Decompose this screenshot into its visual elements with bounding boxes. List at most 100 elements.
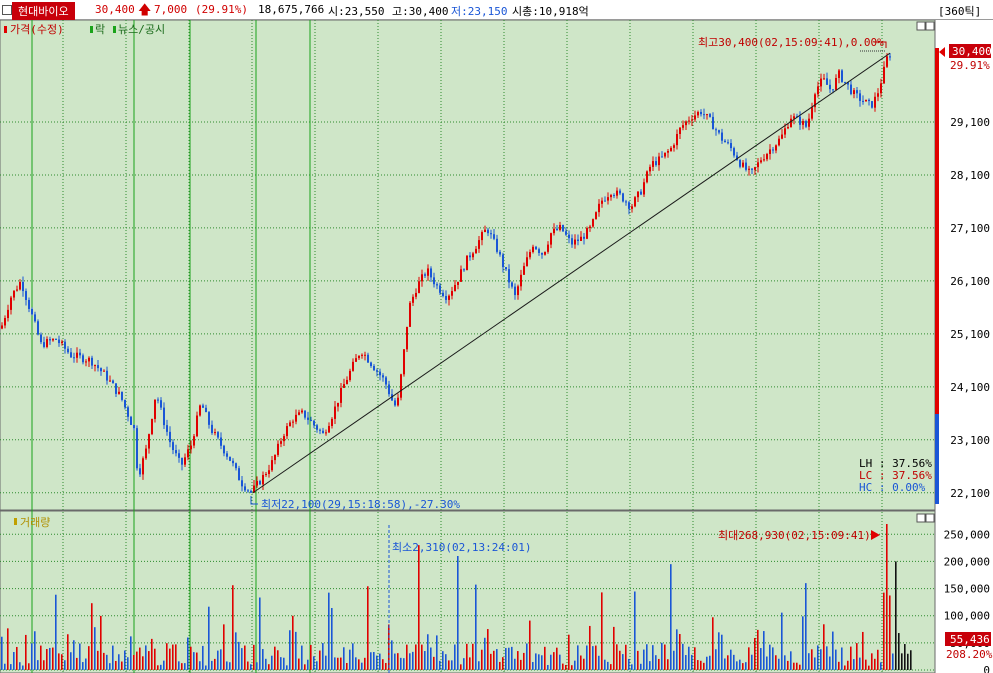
volume-bar	[361, 662, 363, 670]
volume-bar	[16, 646, 18, 670]
volume-total: 18,675,766	[258, 3, 325, 16]
volume-bar	[742, 663, 744, 670]
candle-body	[658, 156, 660, 166]
volume-bar	[181, 663, 183, 670]
candle-body	[643, 182, 645, 195]
candle-body	[580, 236, 582, 241]
volume-bar	[853, 659, 855, 670]
candle-body	[430, 268, 432, 278]
period-selector[interactable]: [360틱]	[938, 5, 982, 18]
volume-bar	[709, 655, 711, 670]
volume-bar	[415, 644, 417, 670]
volume-bar	[394, 653, 396, 670]
candle-body	[373, 366, 375, 371]
volume-bar	[607, 661, 609, 670]
volume-bar	[790, 651, 792, 670]
volume-bar	[157, 665, 159, 670]
volume-bar	[352, 643, 354, 670]
candle-body	[472, 253, 474, 258]
stock-chart[interactable]: 가격(수정) 락 뉴스/공시 거래량 최고30,400(02,15:09:41)…	[0, 20, 993, 673]
legend-price[interactable]: 가격(수정)	[10, 23, 64, 36]
candle-body	[277, 443, 279, 455]
volume-bar	[163, 660, 165, 670]
volume-bar	[724, 658, 726, 670]
candle-body	[61, 341, 63, 344]
current-pct-axis-label: 29.91%	[950, 59, 990, 72]
candle-body	[28, 299, 30, 309]
candle-body	[67, 348, 69, 353]
candle-body	[613, 195, 615, 197]
legend-volume[interactable]: 거래량	[20, 516, 50, 529]
volume-bar	[409, 653, 411, 670]
volume-bar	[766, 656, 768, 670]
volume-bar	[169, 648, 171, 670]
lc-stat: LC : 37.56%	[859, 469, 932, 482]
volume-bar	[193, 652, 195, 670]
legend-rak[interactable]: 락	[95, 23, 105, 36]
candle-body	[13, 290, 15, 298]
volume-bar	[478, 661, 480, 670]
candle-body	[481, 232, 483, 241]
volume-bar	[535, 653, 537, 670]
legend-news[interactable]: 뉴스/공시	[118, 23, 165, 36]
volume-bar	[91, 603, 93, 670]
min-volume-label: 최소2,310(02,13:24:01)	[392, 541, 531, 554]
volume-bar	[910, 650, 912, 670]
candle-body	[706, 114, 708, 116]
volume-bar	[154, 648, 156, 670]
candle-body	[469, 255, 471, 258]
volume-bar	[589, 625, 591, 670]
volume-bar	[661, 642, 663, 670]
panel-controls-bottom[interactable]	[916, 513, 935, 523]
candle-body	[877, 93, 879, 97]
volume-bar	[94, 627, 96, 670]
volume-bar	[634, 591, 636, 670]
candle-body	[427, 268, 429, 276]
hc-stat: HC : 0.00%	[859, 481, 926, 494]
candle-body	[412, 296, 414, 303]
volume-bar	[553, 652, 555, 670]
candle-body	[337, 402, 339, 407]
volume-bar	[223, 624, 225, 670]
candle-body	[577, 239, 579, 241]
volume-bar	[67, 634, 69, 670]
volume-bar	[868, 665, 870, 670]
volume-bar	[883, 592, 885, 670]
candle-body	[127, 407, 129, 417]
volume-bar	[238, 641, 240, 670]
candle-body	[703, 114, 705, 116]
candle-body	[715, 129, 717, 131]
volume-bar	[37, 660, 39, 670]
candle-body	[217, 432, 219, 438]
candle-body	[679, 127, 681, 134]
volume-bar	[367, 586, 369, 670]
volume-bar	[514, 658, 516, 670]
volume-bar	[649, 661, 651, 670]
candle-body	[559, 224, 561, 231]
candle-body	[433, 277, 435, 285]
candle-body	[685, 121, 687, 126]
candle-body	[457, 281, 459, 285]
volume-bar	[289, 630, 291, 670]
volume-bar	[334, 657, 336, 670]
volume-bar	[196, 652, 198, 670]
candle-body	[382, 375, 384, 378]
volume-bar	[304, 664, 306, 670]
volume-bar	[718, 632, 720, 670]
candle-body	[130, 416, 132, 425]
volume-bar	[874, 658, 876, 670]
volume-bar	[145, 645, 147, 670]
candle-body	[535, 246, 537, 250]
panel-controls-top[interactable]	[916, 21, 935, 31]
volume-bar	[862, 631, 864, 670]
select-checkbox[interactable]	[2, 5, 12, 15]
volume-bar	[472, 643, 474, 670]
stock-name[interactable]: 현대바이오	[12, 2, 75, 20]
candle-body	[88, 357, 90, 362]
volume-bar	[715, 649, 717, 670]
candle-body	[82, 355, 84, 363]
volume-bar	[229, 662, 231, 670]
volume-bar	[190, 646, 192, 670]
volume-bar	[124, 650, 126, 670]
volume-tick-label: 250,000	[944, 528, 990, 541]
